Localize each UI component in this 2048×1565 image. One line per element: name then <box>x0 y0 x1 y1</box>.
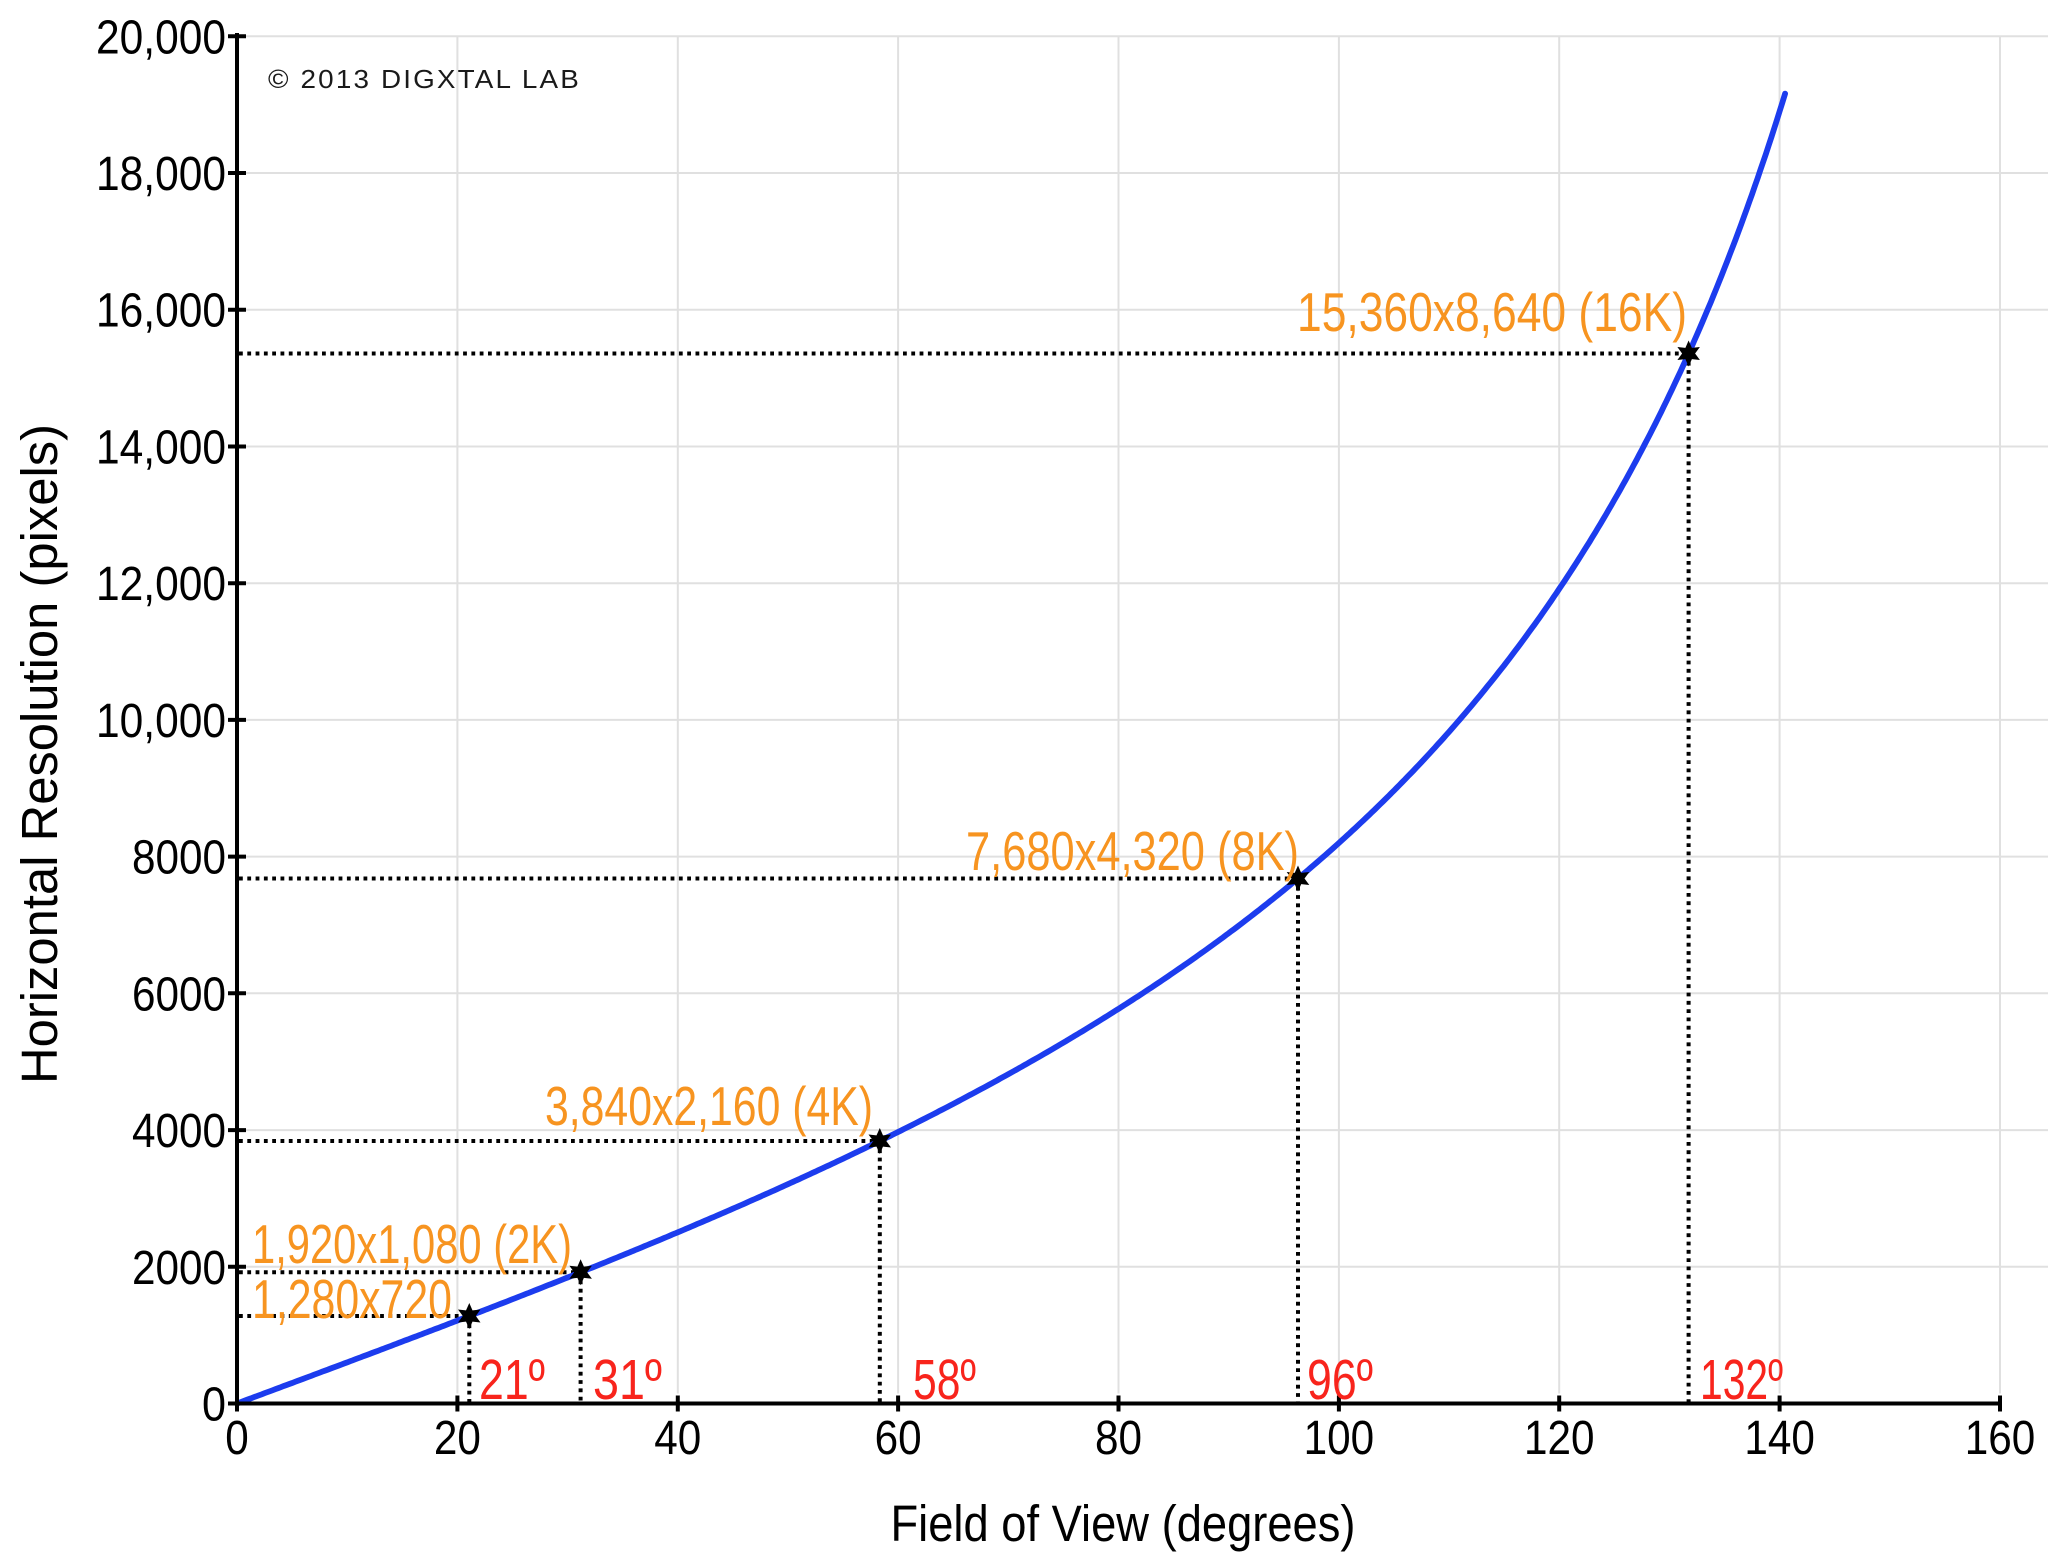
svg-text:40: 40 <box>654 1412 701 1465</box>
svg-text:120: 120 <box>1524 1412 1595 1465</box>
svg-text:14,000: 14,000 <box>96 421 226 474</box>
svg-text:96º: 96º <box>1307 1348 1373 1412</box>
svg-text:15,360x8,640 (16K): 15,360x8,640 (16K) <box>1297 281 1687 343</box>
svg-text:Horizontal Resolution (pixels): Horizontal Resolution (pixels) <box>11 424 68 1084</box>
svg-text:21º: 21º <box>479 1348 545 1412</box>
svg-text:20,000: 20,000 <box>96 11 226 64</box>
svg-text:18,000: 18,000 <box>96 148 226 201</box>
svg-text:100: 100 <box>1304 1412 1375 1465</box>
svg-text:16,000: 16,000 <box>96 285 226 338</box>
svg-text:8000: 8000 <box>132 832 226 885</box>
svg-text:31º: 31º <box>593 1348 662 1412</box>
svg-text:3,840x2,160 (4K): 3,840x2,160 (4K) <box>545 1075 873 1137</box>
svg-text:60: 60 <box>875 1412 922 1465</box>
svg-text:1,280x720: 1,280x720 <box>252 1268 452 1330</box>
svg-text:2000: 2000 <box>132 1242 226 1295</box>
svg-text:0: 0 <box>225 1412 249 1465</box>
svg-text:160: 160 <box>1965 1412 2036 1465</box>
svg-text:Field of View (degrees): Field of View (degrees) <box>891 1495 1356 1552</box>
svg-text:0: 0 <box>202 1379 226 1432</box>
svg-text:6000: 6000 <box>132 968 226 1021</box>
svg-text:10,000: 10,000 <box>96 695 226 748</box>
svg-text:© 2013 DIGXTAL LAB: © 2013 DIGXTAL LAB <box>268 64 581 94</box>
svg-text:132º: 132º <box>1700 1348 1783 1412</box>
svg-text:20: 20 <box>434 1412 481 1465</box>
svg-text:58º: 58º <box>913 1348 976 1412</box>
svg-text:1,920x1,080 (2K): 1,920x1,080 (2K) <box>252 1213 572 1275</box>
svg-text:12,000: 12,000 <box>96 558 226 611</box>
svg-text:7,680x4,320 (8K): 7,680x4,320 (8K) <box>966 820 1299 882</box>
svg-text:4000: 4000 <box>132 1105 226 1158</box>
svg-text:80: 80 <box>1095 1412 1142 1465</box>
svg-text:140: 140 <box>1744 1412 1815 1465</box>
